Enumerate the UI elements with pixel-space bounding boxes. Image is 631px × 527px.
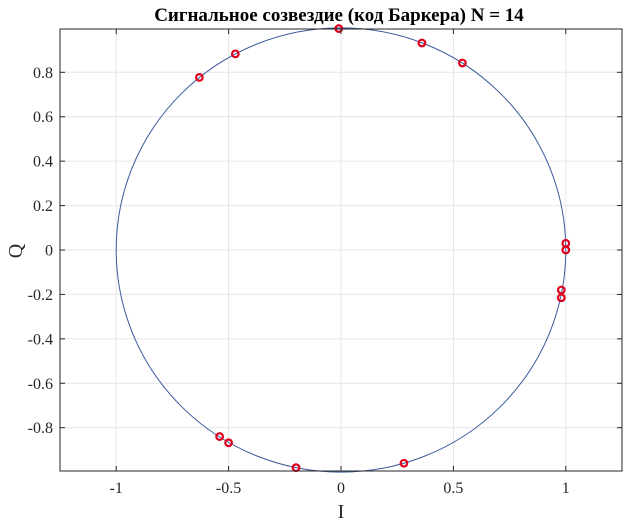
- y-tick-label: 0.4: [33, 154, 53, 171]
- data-point: [230, 49, 240, 59]
- y-tick-label: 0.2: [33, 198, 53, 215]
- axis-ticks: [60, 29, 622, 471]
- y-tick-labels: -0.8 -0.6 -0.4 -0.2 0 0.2 0.4 0.6 0.8: [28, 65, 53, 437]
- data-point: [417, 38, 427, 48]
- x-tick-label: 0: [337, 480, 345, 497]
- chart-title: Сигнальное созвездие (код Баркера) N = 1…: [154, 5, 524, 26]
- y-axis-label: Q: [5, 243, 27, 258]
- y-tick-label: -0.4: [28, 331, 53, 348]
- data-point: [561, 245, 571, 255]
- data-point: [556, 293, 566, 303]
- x-tick-label: 0.5: [443, 480, 463, 497]
- x-axis-label: I: [338, 501, 345, 523]
- data-point: [215, 432, 225, 441]
- y-tick-label: -0.6: [28, 376, 53, 393]
- data-point: [399, 458, 409, 468]
- x-tick-label: -1: [110, 480, 123, 497]
- grid-lines: [60, 29, 622, 471]
- y-tick-label: 0: [45, 243, 53, 260]
- data-point: [457, 58, 467, 68]
- data-point: [224, 438, 234, 448]
- y-tick-label: -0.2: [28, 287, 53, 304]
- x-tick-label: -0.5: [216, 480, 241, 497]
- x-tick-label: 1: [562, 480, 570, 497]
- y-tick-label: 0.6: [33, 109, 53, 126]
- y-tick-label: 0.8: [33, 65, 53, 82]
- y-tick-label: -0.8: [28, 420, 53, 437]
- data-point: [556, 285, 566, 295]
- data-point: [194, 73, 204, 82]
- x-tick-labels: -1 -0.5 0 0.5 1: [110, 480, 570, 497]
